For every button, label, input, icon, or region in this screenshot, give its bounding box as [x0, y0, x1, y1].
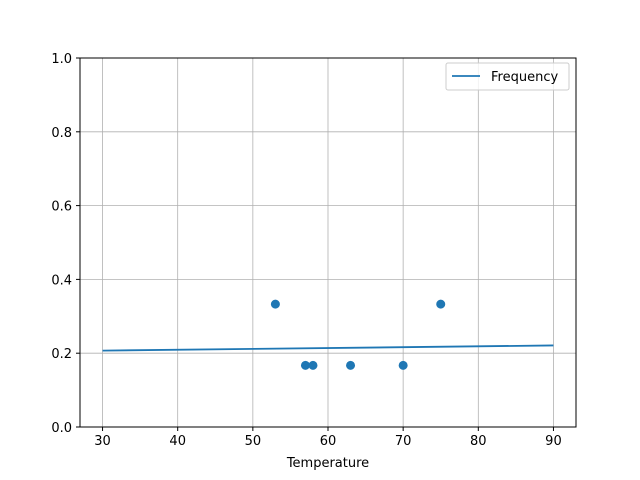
y-tick-label: 0.0 — [51, 421, 72, 436]
scatter-point — [308, 360, 318, 370]
x-tick-label: 60 — [320, 434, 337, 449]
x-tick-label: 80 — [470, 434, 487, 449]
scatter-point — [346, 360, 356, 370]
scatter-point — [300, 360, 310, 370]
scatter-point — [270, 299, 280, 309]
legend: Frequency — [445, 62, 570, 91]
y-tick-label: 1.0 — [51, 52, 72, 67]
frequency-line — [102, 344, 554, 352]
y-tick-label: 0.6 — [51, 200, 72, 215]
legend-label-frequency: Frequency — [491, 70, 558, 85]
x-tick-label: 70 — [395, 434, 412, 449]
y-tick-label: 0.4 — [51, 273, 72, 288]
scatter-point — [398, 360, 408, 370]
x-tick-label: 40 — [169, 434, 186, 449]
marks — [102, 299, 554, 370]
x-tick-label: 50 — [245, 434, 262, 449]
y-tick-label: 0.2 — [51, 347, 72, 362]
grid — [80, 57, 576, 428]
ticks: 30 40 50 60 70 80 90 0.0 0.2 0.4 0.6 0.8 1.0 — [51, 52, 561, 449]
legend-box — [445, 62, 570, 91]
x-axis-label: Temperature — [286, 456, 369, 471]
x-tick-label: 30 — [94, 434, 111, 449]
y-tick-label: 0.8 — [51, 126, 72, 141]
scatter-point — [436, 299, 446, 309]
x-tick-label: 90 — [545, 434, 562, 449]
